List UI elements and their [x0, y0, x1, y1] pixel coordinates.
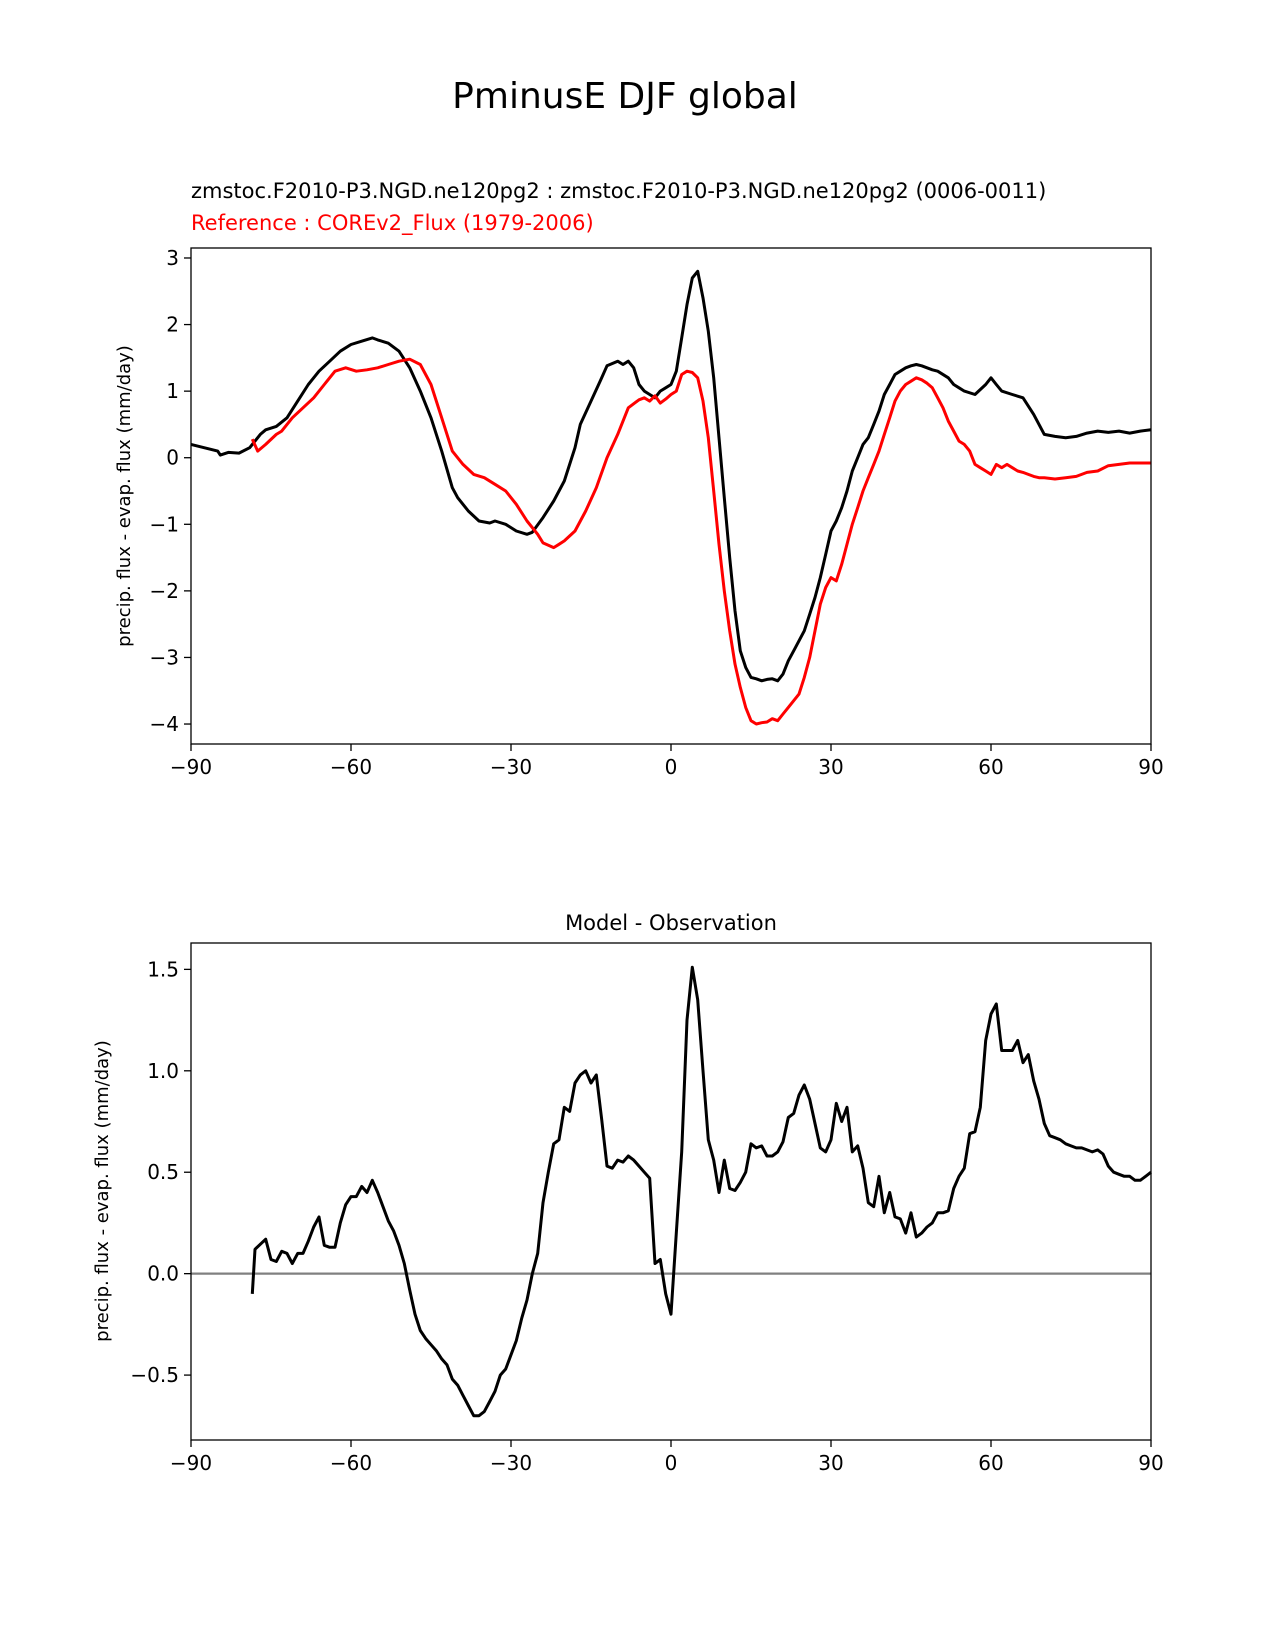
panel-bottom-series-model-observation: [250, 965, 1152, 1418]
panel-bottom-xtick-label: 90: [1138, 1451, 1163, 1475]
panel-top-ylabel: precip. flux - evap. flux (mm/day): [114, 345, 135, 647]
panel-top-xtick-label: 90: [1138, 755, 1163, 779]
panel-top-xtick-label: −90: [170, 755, 212, 779]
panel-bottom-xtick-label: 60: [978, 1451, 1003, 1475]
panel-top-ytick-label: 1: [166, 379, 179, 403]
panel-top-ytick-label: −1: [150, 512, 179, 536]
panel-bottom-ytick-label: 0.0: [147, 1262, 179, 1286]
panel-bottom-xtick-label: −60: [330, 1451, 372, 1475]
panel-top-title-model: zmstoc.F2010-P3.NGD.ne120pg2 : zmstoc.F2…: [191, 179, 1046, 203]
panel-bottom-ytick-label: 0.5: [147, 1160, 179, 1184]
panel-top-xtick-label: −60: [330, 755, 372, 779]
panel-top-ytick-label: −3: [150, 645, 179, 669]
panel-bottom-xtick-label: −90: [170, 1451, 212, 1475]
figure-title: PminusE DJF global: [452, 76, 798, 117]
panel-top-xtick-label: 0: [665, 755, 678, 779]
panel-bottom-ytick-label: 1.5: [147, 957, 179, 981]
panel-bottom-xtick-label: −30: [490, 1451, 532, 1475]
panel-bottom: Model - Observation −90 −60 −30 0 30 60 90 −0.…: [92, 911, 1164, 1475]
panel-bottom-ylabel: precip. flux - evap. flux (mm/day): [92, 1040, 113, 1342]
panel-top-series-corev2-flux: [250, 357, 1151, 726]
panel-top-frame: [190, 247, 1152, 745]
panel-bottom-xticks: −90 −60 −30 0 30 60 90: [170, 1440, 1164, 1475]
panel-bottom-series: [250, 965, 1152, 1418]
panel-top-xtick-label: −30: [490, 755, 532, 779]
panel-top-xticks: −90 −60 −30 0 30 60 90: [170, 744, 1164, 779]
panel-top-ytick-label: −2: [150, 579, 179, 603]
panel-top-ytick-label: 3: [166, 246, 179, 270]
panel-bottom-title: Model - Observation: [565, 911, 777, 935]
panel-bottom-xtick-label: 30: [818, 1451, 843, 1475]
panel-top-ytick-label: −4: [150, 712, 179, 736]
panel-bottom-xtick-label: 0: [665, 1451, 678, 1475]
panel-bottom-ytick-label: −0.5: [130, 1363, 179, 1387]
panel-bottom-ytick-label: 1.0: [147, 1059, 179, 1083]
panel-top-series-zmstoc-f2010-p3-ngd-ne120pg2: [190, 269, 1152, 683]
panel-top: zmstoc.F2010-P3.NGD.ne120pg2 : zmstoc.F2…: [114, 179, 1164, 779]
panel-top-ytick-label: 2: [166, 313, 179, 337]
panel-top-title-reference: Reference : COREv2_Flux (1979-2006): [191, 211, 594, 236]
panel-bottom-frame: [190, 942, 1152, 1441]
panel-top-series: [190, 269, 1152, 726]
panel-top-xtick-label: 60: [978, 755, 1003, 779]
panel-top-xtick-label: 30: [818, 755, 843, 779]
panel-bottom-yticks: −0.5 0.0 0.5 1.0 1.5: [130, 957, 191, 1387]
panel-top-yticks: −4 −3 −2 −1 0 1 2 3: [150, 246, 191, 736]
panel-top-ytick-label: 0: [166, 446, 179, 470]
